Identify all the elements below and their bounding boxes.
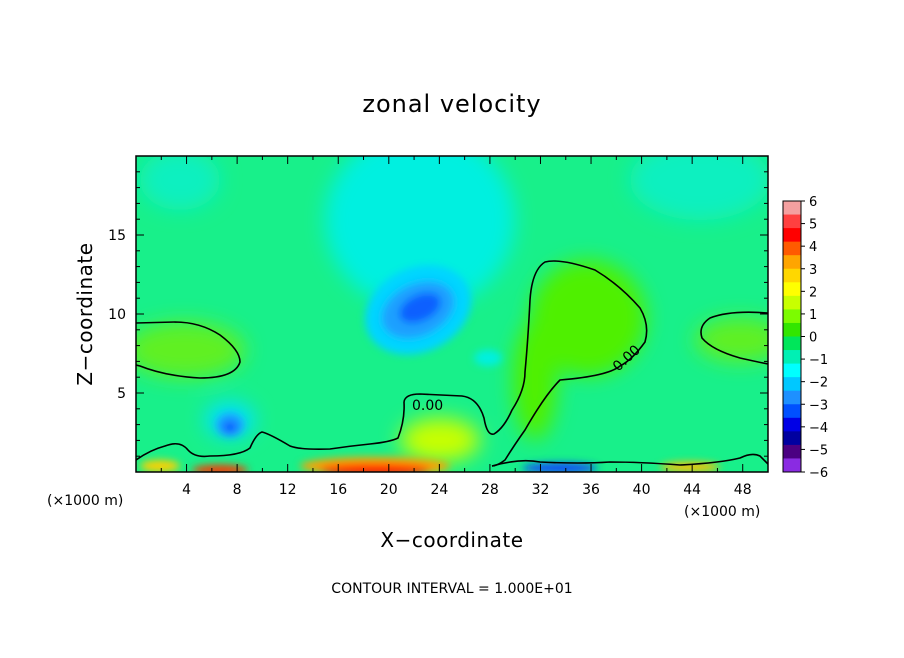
- zero-contour-bottom: [136, 401, 405, 461]
- colorbar-label: −3: [809, 398, 828, 413]
- colorbar-label: 5: [809, 218, 817, 233]
- colorbar-swatch: [783, 458, 801, 473]
- colorbar-swatch: [783, 201, 801, 216]
- colorbar-swatch: [783, 377, 801, 392]
- colorbar-label: 0: [809, 331, 817, 346]
- contour-label-1: 0.00: [412, 398, 443, 414]
- x-tick-label: 4: [182, 482, 191, 498]
- green-right-lobe: [530, 260, 646, 376]
- colorbar-label: −4: [809, 421, 828, 436]
- colorbar-label: 6: [809, 195, 817, 210]
- colorbar-swatch: [783, 350, 801, 365]
- yellow-lower-center: [400, 418, 480, 462]
- x-tick-label: 36: [582, 482, 600, 498]
- x-tick-label: 20: [380, 482, 398, 498]
- colorbar-swatch: [783, 390, 801, 405]
- cyan-small-spot: [474, 350, 502, 366]
- colorbar-swatch: [783, 268, 801, 283]
- colorbar-swatch: [783, 228, 801, 243]
- colorbar-swatch: [783, 363, 801, 378]
- x-tick-label: 48: [734, 482, 752, 498]
- x-tick-label: 12: [279, 482, 297, 498]
- contour-interval-note: CONTOUR INTERVAL = 1.000E+01: [331, 581, 572, 597]
- colorbar-swatch: [783, 431, 801, 446]
- colorbar: 6 5 4 3 2 1 0 −1 −2 −3 −4 −5 −6: [782, 195, 828, 481]
- colorbar-swatch: [783, 444, 801, 459]
- chart-title: zonal velocity: [362, 90, 541, 118]
- y-tick-label: 10: [108, 307, 126, 323]
- x-ticks: 4 8 12 16 20 24 28 32 36 40 44 48: [160, 156, 752, 498]
- y-ticks: 5 10 15: [108, 171, 768, 457]
- colorbar-swatch: [783, 309, 801, 324]
- green-right-stem: [513, 320, 557, 440]
- x-tick-label: 24: [430, 482, 448, 498]
- zero-contour-right-lobe: [403, 260, 648, 467]
- x-tick-label: 28: [481, 482, 499, 498]
- surface-red: [320, 464, 430, 472]
- colorbar-swatch: [783, 404, 801, 419]
- cyan-upper-left: [140, 156, 220, 210]
- colorbar-swatch: [783, 417, 801, 432]
- colorbar-label: −5: [809, 443, 828, 458]
- zero-contour-left: [136, 321, 241, 379]
- colorbar-swatch: [783, 282, 801, 297]
- colorbar-label: 2: [809, 285, 817, 300]
- surface-red-left: [192, 465, 248, 472]
- y-axis-label: Z−coordinate: [73, 242, 97, 385]
- minimum-left-core: [223, 421, 237, 433]
- cyan-upper-right: [630, 156, 768, 220]
- x-unit-label-left: (×1000 m): [47, 493, 123, 509]
- green-left-lobe: [136, 322, 245, 378]
- green-far-right: [695, 318, 768, 362]
- colorbar-swatch: [783, 336, 801, 351]
- colorbar-label: −2: [809, 376, 828, 391]
- x-unit-label-right: (×1000 m): [684, 504, 760, 520]
- zero-contour-bottom-right: [491, 453, 768, 467]
- velocity-field: 0.00 0.00: [136, 156, 768, 472]
- x-tick-label: 8: [233, 482, 242, 498]
- zero-contour-far-right: [700, 311, 768, 365]
- surface-yellow-left: [140, 460, 180, 472]
- colorbar-label: −1: [809, 353, 828, 368]
- colorbar-label: 3: [809, 263, 817, 278]
- y-tick-label: 5: [117, 386, 126, 402]
- colorbar-swatch: [783, 241, 801, 256]
- colorbar-label: 1: [809, 308, 817, 323]
- x-tick-label: 32: [532, 482, 550, 498]
- colorbar-swatch: [783, 295, 801, 310]
- x-tick-label: 40: [633, 482, 651, 498]
- jet-core: [399, 292, 441, 324]
- x-tick-label: 44: [683, 482, 701, 498]
- colorbar-swatch: [783, 322, 801, 337]
- x-tick-label: 16: [329, 482, 347, 498]
- colorbar-swatch: [783, 214, 801, 229]
- colorbar-label: −6: [809, 466, 828, 481]
- cyan-upper-region: [325, 156, 515, 310]
- surface-blue: [522, 463, 598, 472]
- colorbar-label: 4: [809, 240, 817, 255]
- colorbar-swatch: [783, 255, 801, 270]
- y-tick-label: 15: [108, 228, 126, 244]
- x-axis-label: X−coordinate: [380, 528, 523, 552]
